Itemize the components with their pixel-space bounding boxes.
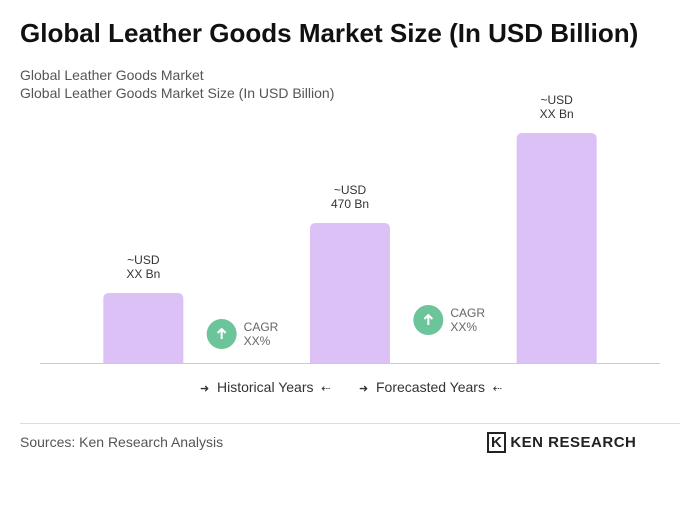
subtitle: Global Leather Goods Market Size (In USD… bbox=[20, 85, 335, 101]
value-label: ~USD XX Bn bbox=[126, 252, 161, 281]
logo: K KEN RESEARCH bbox=[487, 432, 637, 453]
cagr-arrow bbox=[423, 313, 434, 325]
source: Sources: Ken Research Analysis bbox=[20, 434, 224, 450]
page-title: Global Leather Goods Market Size (In USD… bbox=[20, 18, 639, 48]
bar bbox=[310, 222, 390, 363]
cagr-label: CAGR XX% bbox=[450, 306, 485, 334]
subtitle: Global Leather Goods Market bbox=[20, 67, 204, 83]
legend-label: Forecasted Years bbox=[376, 379, 485, 395]
logo-text: KEN RESEARCH bbox=[510, 434, 637, 451]
value-label: ~USD XX Bn bbox=[539, 93, 574, 121]
cagr-label: CAGR XX% bbox=[243, 320, 279, 348]
legend-label: Historical Years bbox=[217, 379, 314, 395]
legend-item: ➜ Forecasted Years ⇠ bbox=[359, 379, 502, 395]
legend-item: ➜ Historical Years ⇠ bbox=[200, 379, 331, 395]
bar bbox=[103, 292, 184, 363]
value-label: ~USD 470 Bn bbox=[330, 182, 370, 211]
cagr-arrow bbox=[216, 327, 227, 339]
bar bbox=[516, 133, 597, 363]
